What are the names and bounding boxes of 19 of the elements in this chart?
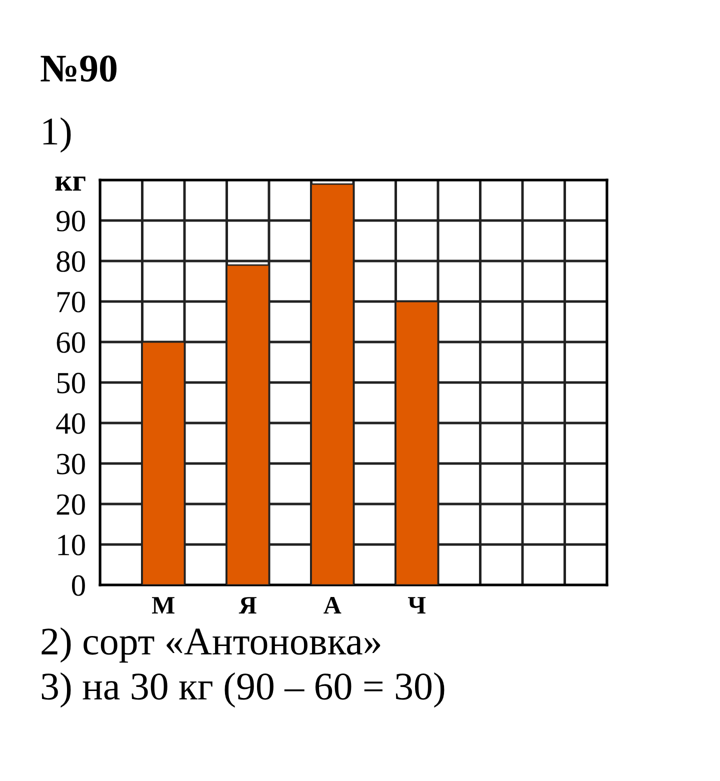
x-tick-label: Я [238, 597, 256, 614]
chart-title: №90 [40, 55, 116, 82]
x-tick-label: М [152, 597, 174, 614]
y-tick-label: 80 [56, 251, 85, 272]
text: 1) [43, 117, 71, 153]
y-tick-label: 40 [56, 413, 85, 434]
x-tick-label: А [324, 596, 342, 614]
y-tick-label: 10 [58, 534, 85, 556]
text: 3) на 30 кг (90 – 60 = 30) [42, 672, 444, 708]
text: 2) сорт «Антоновка» [42, 627, 380, 663]
y-tick-label: 20 [56, 494, 85, 515]
y-tick-label: 50 [57, 372, 85, 394]
y-tick-label: 0 [72, 575, 85, 596]
y-tick-label: 30 [57, 454, 85, 474]
y-tick-label: кг [55, 176, 86, 191]
y-tick-label: 60 [56, 332, 85, 353]
y-tick-label: 70 [58, 292, 85, 312]
x-tick-label: Ч [408, 597, 426, 614]
y-tick-label: 90 [56, 210, 85, 232]
